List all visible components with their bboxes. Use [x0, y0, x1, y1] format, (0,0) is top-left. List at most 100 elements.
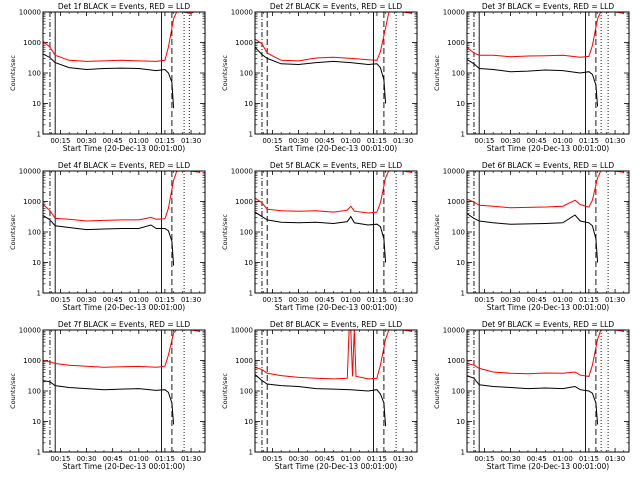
x-tick-label: 01:00 — [553, 455, 573, 463]
y-tick-label: 100 — [452, 388, 465, 396]
x-tick-label: 00:30 — [500, 455, 520, 463]
x-tick-label: 01:00 — [129, 296, 149, 304]
x-axis-label: Start Time (20-Dec-13 00:01:00) — [275, 462, 397, 471]
x-tick-label: 01:30 — [393, 137, 413, 145]
events-series-line — [467, 58, 599, 107]
y-tick-label: 1 — [37, 290, 41, 298]
x-tick-label: 00:45 — [315, 137, 335, 145]
y-tick-label: 1 — [461, 290, 465, 298]
panel-title: Det 6f BLACK = Events, RED = LLD — [482, 161, 615, 170]
x-tick-label: 00:30 — [288, 455, 308, 463]
y-tick-label: 10000 — [19, 168, 41, 176]
x-tick-label: 00:30 — [500, 296, 520, 304]
panel-5: Det 5f BLACK = Events, RED = LLD 1 10 100 10… — [221, 161, 418, 312]
x-tick-label: 00:45 — [527, 455, 547, 463]
x-tick-label: 00:15 — [262, 137, 282, 145]
panel-1: Det 1f BLACK = Events, RED = LLD 1 10 100 10… — [9, 2, 206, 153]
y-tick-label: 1000 — [23, 39, 41, 47]
x-axis-label: Start Time (20-Dec-13 00:01:00) — [63, 462, 185, 471]
panel-title: Det 9f BLACK = Events, RED = LLD — [482, 320, 615, 329]
y-tick-label: 1 — [249, 290, 253, 298]
y-tick-label: 1 — [37, 449, 41, 457]
panel-title: Det 5f BLACK = Events, RED = LLD — [270, 161, 403, 170]
y-tick-label: 10000 — [19, 9, 41, 17]
events-series-line — [43, 53, 175, 109]
series-group — [43, 330, 200, 425]
series-group — [255, 171, 412, 263]
x-tick-label: 00:45 — [103, 455, 123, 463]
y-tick-label: 100 — [240, 229, 253, 237]
x-axis-label: Start Time (20-Dec-13 00:01:00) — [487, 462, 609, 471]
y-tick-label: 1000 — [23, 357, 41, 365]
x-tick-label: 00:15 — [262, 296, 282, 304]
x-tick-label: 01:00 — [341, 137, 361, 145]
panel-2: Det 2f BLACK = Events, RED = LLD 1 10 100 10… — [221, 2, 418, 153]
y-tick-label: 10 — [244, 259, 253, 267]
y-tick-label: 1 — [37, 131, 41, 139]
x-tick-label: 00:30 — [76, 296, 96, 304]
panel-title: Det 7f BLACK = Events, RED = LLD — [58, 320, 191, 329]
lld-series-line — [255, 12, 412, 62]
x-axis-label: Start Time (20-Dec-13 00:01:00) — [63, 303, 185, 312]
y-tick-label: 100 — [240, 388, 253, 396]
x-tick-label: 01:15 — [155, 296, 175, 304]
panel-7: Det 7f BLACK = Events, RED = LLD 1 10 100 10… — [9, 320, 206, 471]
x-tick-label: 01:15 — [367, 137, 387, 145]
y-tick-label: 1 — [249, 449, 253, 457]
y-axis-label: Counts/sec — [9, 214, 17, 250]
panel-6: Det 6f BLACK = Events, RED = LLD 1 10 100 10… — [433, 161, 630, 312]
y-tick-label: 10 — [456, 100, 465, 108]
panel-title: Det 4f BLACK = Events, RED = LLD — [58, 161, 191, 170]
x-tick-label: 00:15 — [474, 137, 494, 145]
plot-frame — [42, 170, 206, 294]
plot-frame — [254, 11, 418, 135]
x-tick-label: 01:00 — [129, 137, 149, 145]
x-tick-label: 01:30 — [393, 296, 413, 304]
y-tick-label: 10000 — [19, 327, 41, 335]
series-group — [467, 330, 624, 425]
x-tick-label: 00:30 — [76, 137, 96, 145]
x-tick-label: 01:15 — [367, 296, 387, 304]
y-tick-label: 1 — [461, 449, 465, 457]
series-group — [255, 12, 412, 104]
y-tick-label: 10000 — [231, 168, 253, 176]
y-tick-label: 10 — [456, 259, 465, 267]
x-tick-label: 01:00 — [129, 455, 149, 463]
lld-series-line — [467, 330, 624, 377]
plot-frame — [254, 329, 418, 453]
y-tick-label: 10 — [32, 100, 41, 108]
y-tick-label: 100 — [452, 70, 465, 78]
y-tick-label: 10 — [244, 418, 253, 426]
x-tick-label: 00:30 — [288, 296, 308, 304]
x-tick-label: 00:15 — [50, 296, 70, 304]
y-tick-label: 1000 — [23, 198, 41, 206]
y-tick-label: 1000 — [235, 39, 253, 47]
events-series-line — [43, 214, 175, 266]
x-tick-label: 01:00 — [553, 296, 573, 304]
x-tick-label: 01:00 — [341, 296, 361, 304]
lld-series-line — [467, 12, 624, 58]
events-series-line — [255, 211, 387, 263]
y-axis-label: Counts/sec — [221, 214, 229, 250]
series-group — [43, 171, 200, 266]
events-series-line — [467, 375, 599, 425]
x-tick-label: 00:45 — [527, 137, 547, 145]
x-tick-label: 01:15 — [579, 455, 599, 463]
y-axis-label: Counts/sec — [221, 373, 229, 409]
y-tick-label: 100 — [452, 229, 465, 237]
x-tick-label: 01:30 — [605, 137, 625, 145]
lld-series-line — [43, 171, 200, 222]
x-tick-label: 01:15 — [155, 455, 175, 463]
y-tick-label: 10 — [244, 100, 253, 108]
x-tick-label: 01:00 — [553, 137, 573, 145]
events-series-line — [43, 380, 175, 425]
panel-8: Det 8f BLACK = Events, RED = LLD 1 10 100 10… — [221, 320, 418, 471]
x-tick-label: 00:15 — [262, 455, 282, 463]
x-tick-label: 01:30 — [181, 137, 201, 145]
y-tick-label: 1000 — [235, 198, 253, 206]
y-tick-label: 1000 — [447, 198, 465, 206]
plot-frame — [466, 11, 630, 135]
x-tick-label: 00:15 — [474, 296, 494, 304]
y-tick-label: 10000 — [443, 168, 465, 176]
